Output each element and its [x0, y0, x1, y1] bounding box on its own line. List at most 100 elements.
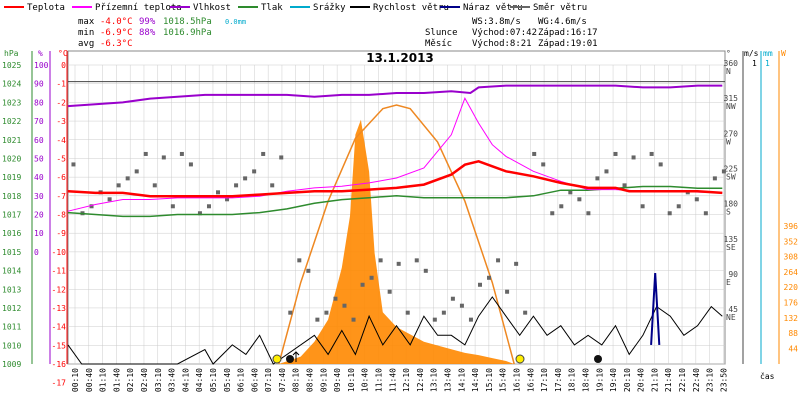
wind-dir-point — [586, 211, 591, 216]
w-tick: 132 — [784, 314, 799, 323]
x-tick-label: 21:10 — [650, 368, 659, 392]
stat-min-label: min — [78, 28, 94, 38]
x-tick-label: 04:10 — [181, 368, 190, 392]
wind-dir-point — [450, 296, 455, 301]
wind-dir-point — [270, 183, 275, 188]
wind-dir-point — [306, 268, 311, 273]
temp-tick: -7 — [56, 192, 66, 201]
ground-temp-line — [67, 97, 723, 212]
wind-dir-point — [315, 317, 320, 322]
x-tick-label: 20:10 — [623, 368, 632, 392]
stat-min-hum: 88% — [139, 28, 156, 38]
wind-dir-point — [721, 169, 726, 174]
moonrise-marker — [286, 355, 294, 363]
dir-tick-name: N — [726, 67, 731, 76]
wind-dir-point — [523, 310, 528, 315]
wind-dir-point — [477, 282, 482, 287]
wind-gust-line — [650, 273, 661, 345]
hpa-tick: 1019 — [2, 173, 21, 182]
w-tick: 44 — [788, 344, 798, 353]
temp-tick: -6 — [56, 173, 66, 182]
arrow-up-icon — [292, 351, 300, 362]
x-tick-label: 17:10 — [540, 368, 549, 392]
w-tick: 352 — [784, 237, 799, 246]
w-tick: 264 — [784, 268, 799, 277]
dir-tick-deg: 225 — [724, 165, 739, 174]
x-tick-label: 18:10 — [568, 368, 577, 392]
wind-dir-point — [243, 176, 248, 181]
hpa-tick: 1023 — [2, 98, 21, 107]
temp-tick: -3 — [56, 117, 66, 126]
x-tick-label: 19:40 — [609, 368, 618, 392]
wind-dir-point — [288, 310, 293, 315]
stat-max-press: 1018.5hPa — [163, 17, 212, 27]
x-tick-label: 17:40 — [554, 368, 563, 392]
x-tick-label: 08:10 — [292, 368, 301, 392]
hpa-tick: 1009 — [2, 360, 21, 369]
wind-dir-point — [541, 162, 546, 167]
wind-dir-point — [143, 151, 148, 156]
temp-tick: -10 — [52, 248, 67, 257]
plot-marks — [67, 84, 726, 365]
wind-dir-point — [297, 258, 302, 263]
legend-label: Teplota — [27, 3, 65, 13]
dir-tick-name: NW — [726, 102, 736, 111]
dir-tick-name: SW — [726, 173, 736, 182]
stat-max-temp: -4.0°C — [100, 17, 133, 27]
wind-dir-point — [423, 268, 428, 273]
w-tick: 176 — [784, 299, 799, 308]
temp-axis-label: °C — [58, 49, 68, 58]
grid — [68, 64, 725, 365]
x-tick-label: 16:10 — [512, 368, 521, 392]
wind-dir-point — [252, 169, 257, 174]
x-tick-label: 06:40 — [250, 368, 259, 392]
wind-dir-point — [649, 151, 654, 156]
stats-block: max -4.0°C 99% 1018.5hPa 0.0mm min -6.9°… — [78, 17, 598, 49]
wind-dir-point — [613, 151, 618, 156]
x-axis-ticks: 00:10 00:40 01:10 01:40 02:10 02:40 03:10 03:40… — [71, 368, 728, 392]
temp-tick: -13 — [52, 304, 67, 313]
x-tick-label: 12:40 — [416, 368, 425, 392]
legend-label: Přízemní teplota — [95, 3, 182, 13]
x-tick-label: 18:40 — [581, 368, 590, 392]
pct-tick: 30 — [34, 192, 44, 201]
pct-tick: 100 — [34, 61, 49, 70]
hpa-axis-label: hPa — [4, 49, 19, 58]
x-tick-label: 15:10 — [485, 368, 494, 392]
baseline-markers — [272, 351, 602, 364]
x-tick-label: 05:40 — [223, 368, 232, 392]
legend: Teplota Přízemní teplota Vlhkost Tlak Srážky… — [4, 3, 587, 13]
wind-dir-point — [261, 151, 266, 156]
x-tick-label: 11:40 — [388, 368, 397, 392]
dir-tick-deg: 45 — [728, 305, 738, 314]
x-tick-label: 03:40 — [168, 368, 177, 392]
x-tick-label: 08:40 — [306, 368, 315, 392]
wind-dir-point — [206, 204, 211, 209]
wind-dir-point — [658, 162, 663, 167]
x-tick-label: 06:10 — [237, 368, 246, 392]
chart-title: 13.1.2013 — [366, 51, 434, 65]
stat-max-hum: 99% — [139, 17, 156, 27]
temp-line — [67, 159, 723, 198]
x-tick-label: 23:50 — [719, 368, 728, 392]
w-axis-label: W — [781, 49, 786, 58]
w-tick: 396 — [784, 222, 799, 231]
wind-dir-point — [487, 275, 492, 280]
wind-dir-point — [89, 204, 94, 209]
wind-dir-point — [414, 258, 419, 263]
temp-tick: -14 — [52, 323, 67, 332]
legend-label: Rychlost větru — [373, 3, 449, 13]
wind-dir-point — [342, 303, 347, 308]
hpa-tick: 1021 — [2, 136, 21, 145]
wind-dir-point — [694, 197, 699, 202]
stat-avg-label: avg — [78, 39, 94, 49]
wind-dir-point — [188, 162, 193, 167]
wind-dir-point — [577, 197, 582, 202]
x-tick-label: 13:40 — [444, 368, 453, 392]
hpa-tick: 1018 — [2, 192, 21, 201]
x-tick-label: 10:40 — [361, 368, 370, 392]
dir-tick-deg: 90 — [728, 270, 738, 279]
hpa-tick: 1013 — [2, 285, 21, 294]
moon-rise: Východ:8:21 — [472, 39, 532, 49]
